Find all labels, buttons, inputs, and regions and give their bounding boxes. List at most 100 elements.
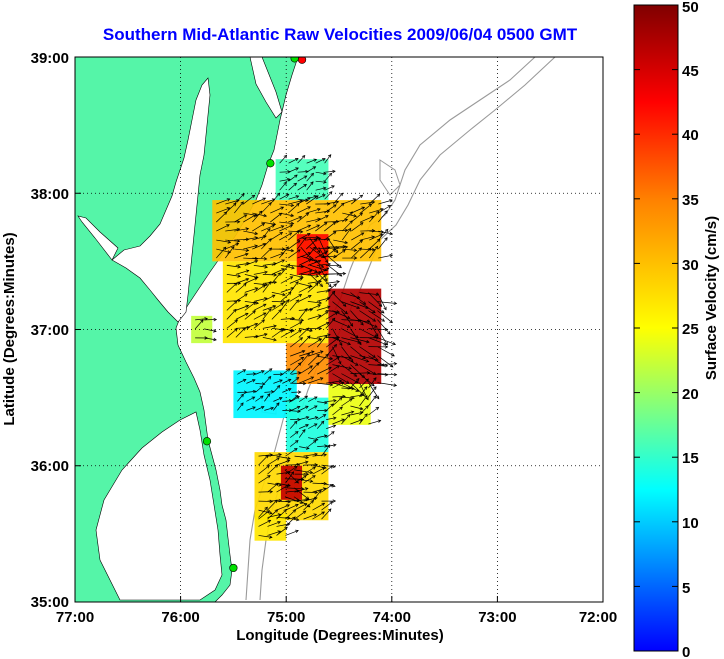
velocity-arrow [289, 337, 304, 348]
velocity-arrows [194, 154, 398, 539]
velocity-arrow [294, 455, 310, 460]
velocity-arrow [288, 174, 298, 182]
velocity-arrow [267, 530, 282, 536]
velocity-arrow [255, 405, 265, 411]
velocity-arrow [299, 405, 309, 411]
colorbar-tick-label: 25 [682, 321, 699, 338]
velocity-arrow [194, 319, 204, 330]
velocity-arrow [298, 328, 313, 333]
velocity-arrow [297, 198, 309, 203]
velocity-arrow [341, 413, 351, 425]
velocity-arrow [307, 314, 322, 320]
velocity-arrow [307, 440, 317, 447]
velocity-arrow [359, 395, 368, 407]
velocity-arrow [316, 296, 331, 302]
velocity-arrow [316, 420, 325, 429]
velocity-arrow [262, 273, 278, 277]
velocity-arrow [225, 199, 240, 205]
velocity-arrow [359, 346, 376, 358]
velocity-arrow [285, 448, 298, 457]
velocity-arrow [271, 302, 284, 311]
velocity-arrow [216, 224, 230, 232]
velocity-arrow [280, 263, 291, 275]
velocity-arrow [299, 350, 315, 357]
velocity-arrow [308, 350, 324, 357]
velocity-arrow [332, 418, 345, 425]
velocity-arrow [297, 233, 311, 241]
velocity-arrow [368, 319, 379, 337]
velocity-arrow [303, 466, 317, 475]
velocity-arrow [316, 273, 328, 284]
velocity-arrow [327, 237, 339, 254]
velocity-arrow [204, 337, 217, 342]
velocity-arrow [252, 257, 268, 261]
velocity-arrow [377, 310, 393, 324]
velocity-arrow [216, 198, 231, 205]
velocity-arrow [315, 180, 327, 184]
x-tick-labels: 77:00 76:00 75:00 74:00 73:00 72:00 [56, 609, 617, 626]
velocity-arrow [289, 299, 299, 311]
velocity-arrow [289, 277, 304, 284]
velocity-arrow [312, 453, 328, 457]
velocity-arrow [368, 292, 383, 307]
velocity-arrow [273, 384, 281, 393]
velocity-arrow [303, 475, 316, 484]
velocity-arrow [235, 312, 249, 320]
velocity-arrow [270, 225, 285, 232]
velocity-arrow [325, 290, 336, 302]
velocity-arrow [351, 206, 366, 214]
velocity-arrow [341, 301, 361, 309]
x-tick-label: 73:00 [478, 609, 516, 626]
velocity-arrow [307, 282, 319, 293]
velocity-arrow [316, 311, 329, 320]
velocity-arrow [290, 409, 301, 414]
velocity-arrow [351, 194, 364, 205]
velocity-arrow [326, 398, 337, 403]
velocity-arrow [252, 223, 266, 232]
velocity-arrow [377, 346, 395, 357]
velocity-arrow [342, 248, 358, 252]
velocity-arrow [324, 154, 332, 164]
velocity-arrow [288, 215, 303, 223]
velocity-arrow [299, 365, 313, 375]
velocity-arrow [315, 215, 329, 223]
velocity-arrow [360, 247, 372, 259]
velocity-arrow [298, 335, 311, 348]
velocity-arrow [279, 181, 287, 191]
velocity-arrow [261, 238, 272, 250]
velocity-arrow [225, 202, 237, 214]
velocity-arrow [350, 411, 364, 416]
velocity-arrow [262, 294, 276, 302]
velocity-arrow [234, 227, 250, 232]
velocity-arrow [351, 247, 362, 259]
velocity-arrow [235, 277, 250, 284]
velocity-arrow [299, 424, 309, 429]
velocity-arrow [341, 386, 355, 391]
velocity-arrow [271, 309, 282, 320]
velocity-arrow [360, 215, 375, 223]
velocity-arrow [325, 337, 340, 348]
velocity-arrow [368, 301, 385, 314]
velocity-arrow [246, 372, 257, 376]
velocity-arrow [253, 282, 269, 287]
velocity-arrow [294, 460, 309, 466]
velocity-arrow [315, 194, 326, 200]
velocity-arrow [297, 154, 306, 164]
velocity-arrow [237, 393, 244, 402]
velocity-arrow [253, 303, 267, 311]
velocity-arrow [288, 240, 301, 250]
velocity-arrow [332, 373, 350, 384]
velocity-arrow [290, 381, 307, 386]
velocity-arrow [321, 508, 332, 520]
velocity-arrow [327, 255, 342, 269]
velocity-arrow [369, 210, 380, 223]
velocity-arrow [308, 338, 322, 348]
velocity-arrow [289, 431, 299, 438]
velocity-cell-4 [296, 234, 329, 275]
velocity-arrow [226, 300, 238, 311]
velocity-arrow [280, 299, 290, 311]
velocity-arrow [285, 503, 299, 511]
velocity-arrow [258, 510, 271, 520]
velocity-arrow [321, 444, 331, 457]
velocity-arrow [237, 378, 247, 384]
